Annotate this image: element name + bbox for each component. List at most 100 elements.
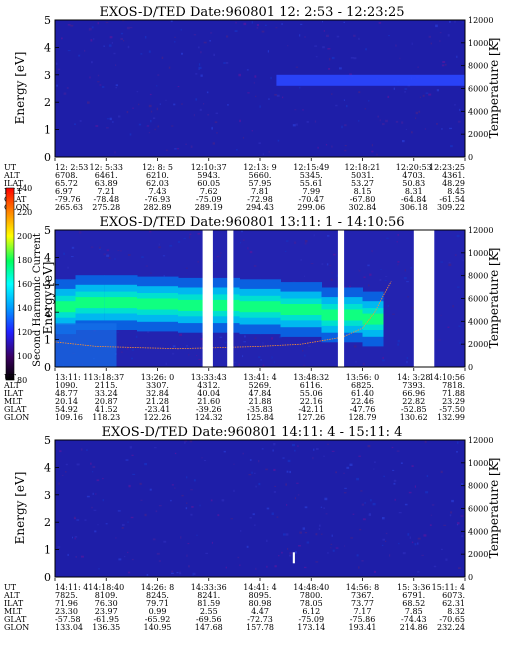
noise-speckle xyxy=(174,487,176,489)
y2-tick-label: 6000 xyxy=(468,295,488,304)
noise-speckle xyxy=(329,264,332,267)
ephemeris-value: 232.24 xyxy=(437,623,465,632)
noise-speckle xyxy=(254,337,257,340)
noise-speckle xyxy=(238,73,241,77)
noise-speckle xyxy=(388,35,390,37)
noise-speckle xyxy=(75,556,77,558)
ephemeris-value: 21.60 xyxy=(197,397,220,406)
noise-speckle xyxy=(246,69,249,71)
noise-speckle xyxy=(367,264,370,267)
ephemeris-value: -61.95 xyxy=(93,615,119,624)
noise-speckle xyxy=(70,24,74,27)
noise-speckle xyxy=(392,313,395,315)
noise-speckle xyxy=(213,260,216,262)
noise-speckle xyxy=(161,56,164,59)
noise-speckle xyxy=(152,117,156,120)
y2-tick-label: 4000 xyxy=(468,317,488,326)
noise-speckle xyxy=(120,250,122,252)
y-tick-label: 1 xyxy=(44,544,51,557)
noise-speckle xyxy=(144,36,147,39)
band-segment xyxy=(55,301,76,313)
ephemeris-value: 63.89 xyxy=(95,179,118,188)
noise-speckle xyxy=(195,73,198,75)
ephemeris-value: 7.99 xyxy=(302,187,320,196)
noise-speckle xyxy=(226,62,229,64)
ephemeris-value: 7.81 xyxy=(251,187,269,196)
noise-speckle xyxy=(442,61,446,63)
y-tick-label: 0 xyxy=(44,571,51,584)
noise-speckle xyxy=(185,143,187,145)
noise-speckle xyxy=(170,499,172,502)
noise-speckle xyxy=(92,492,94,495)
noise-speckle xyxy=(385,276,388,277)
noise-speckle xyxy=(93,38,95,41)
noise-speckle xyxy=(179,571,181,573)
noise-speckle xyxy=(216,256,219,258)
noise-speckle xyxy=(312,456,314,460)
noise-speckle xyxy=(409,536,411,539)
noise-speckle xyxy=(443,524,447,526)
ephemeris-value: 147.68 xyxy=(195,623,223,632)
ephemeris-row-label: GLAT xyxy=(4,405,27,414)
noise-speckle xyxy=(211,127,213,130)
ephemeris-value: 6825. xyxy=(351,381,374,390)
noise-speckle xyxy=(95,493,97,495)
noise-speckle xyxy=(125,459,129,461)
noise-speckle xyxy=(247,92,250,94)
ephemeris-value: -35.83 xyxy=(247,405,273,414)
noise-speckle xyxy=(295,66,299,68)
noise-speckle xyxy=(90,246,94,248)
noise-speckle xyxy=(372,502,376,506)
noise-speckle xyxy=(315,533,318,536)
noise-speckle xyxy=(135,335,138,338)
noise-speckle xyxy=(158,505,162,507)
noise-speckle xyxy=(365,48,367,51)
noise-speckle xyxy=(217,514,220,517)
noise-speckle xyxy=(120,38,123,40)
noise-speckle xyxy=(236,149,238,151)
noise-speckle xyxy=(268,151,270,153)
panel-1-plot-area xyxy=(55,20,465,157)
noise-speckle xyxy=(148,104,152,108)
noise-speckle xyxy=(252,513,255,516)
ephemeris-value: 7.43 xyxy=(149,187,167,196)
ephemeris-value: 12: 2:53 xyxy=(55,163,88,172)
ephemeris-value: -72.98 xyxy=(247,195,273,204)
ephemeris-row-label: UT xyxy=(4,373,17,382)
noise-speckle xyxy=(368,100,370,102)
noise-speckle xyxy=(149,488,152,491)
noise-speckle xyxy=(106,127,109,129)
ephemeris-value: 55.61 xyxy=(300,179,323,188)
ephemeris-value: 14:10:56 xyxy=(429,373,465,382)
noise-speckle xyxy=(402,552,406,555)
ephemeris-value: 14:48:40 xyxy=(293,583,329,592)
noise-speckle xyxy=(373,570,376,573)
noise-speckle xyxy=(323,507,325,509)
ephemeris-value: 0.99 xyxy=(149,607,167,616)
y-tick-label: 3 xyxy=(44,489,51,502)
noise-speckle xyxy=(152,538,156,541)
noise-speckle xyxy=(336,274,339,277)
noise-speckle xyxy=(456,234,460,238)
noise-speckle xyxy=(429,524,432,526)
noise-speckle xyxy=(462,259,465,262)
noise-speckle xyxy=(320,533,323,535)
noise-speckle xyxy=(219,252,222,254)
noise-speckle xyxy=(183,237,186,240)
y2-tick-label: 10000 xyxy=(468,459,493,468)
noise-speckle xyxy=(191,506,194,508)
ephemeris-value: 7800. xyxy=(300,591,323,600)
noise-speckle xyxy=(369,273,372,276)
ephemeris-value: 14:56: 8 xyxy=(346,583,379,592)
noise-speckle xyxy=(404,88,408,90)
noise-speckle xyxy=(331,93,333,95)
panel-2: EXOS-D/TED Date:960801 13:11: 1 - 14:10:… xyxy=(3,215,501,422)
noise-speckle xyxy=(303,364,306,366)
ephemeris-value: 68.52 xyxy=(402,599,425,608)
noise-speckle xyxy=(384,279,387,281)
ephemeris-value: 124.32 xyxy=(195,413,223,422)
ephemeris-value: 5660. xyxy=(249,171,272,180)
y2-tick-label: 0 xyxy=(468,573,473,582)
noise-speckle xyxy=(304,242,307,245)
ephemeris-value: 62.03 xyxy=(146,179,169,188)
